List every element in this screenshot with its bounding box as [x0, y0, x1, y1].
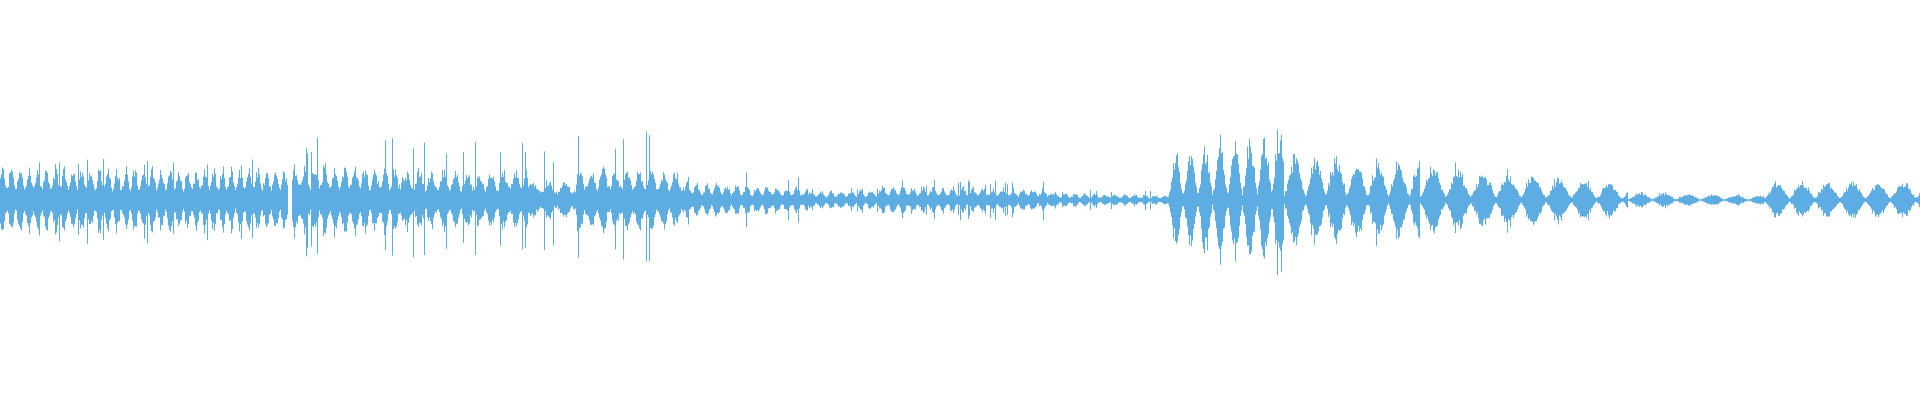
waveform-bars: [0, 129, 1920, 276]
